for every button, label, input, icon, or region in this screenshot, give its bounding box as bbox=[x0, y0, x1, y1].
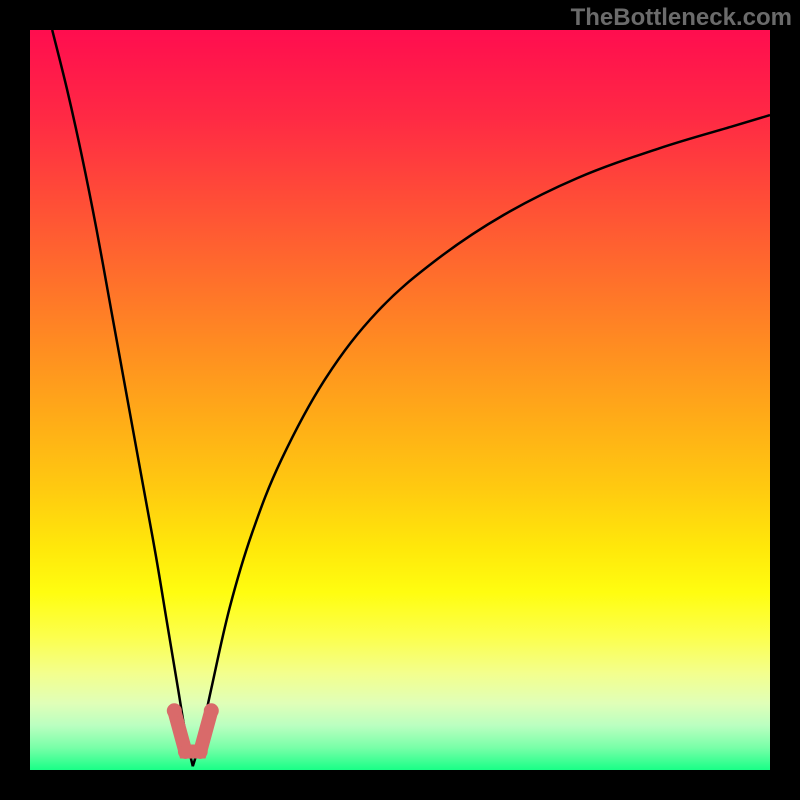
curve-right-branch bbox=[193, 115, 770, 766]
plot-area bbox=[30, 30, 770, 770]
chart-container: TheBottleneck.com bbox=[0, 0, 800, 800]
minimum-markers bbox=[167, 704, 218, 759]
curve-layer bbox=[30, 30, 770, 770]
curve-left-branch bbox=[52, 30, 193, 766]
watermark-text: TheBottleneck.com bbox=[571, 4, 792, 32]
